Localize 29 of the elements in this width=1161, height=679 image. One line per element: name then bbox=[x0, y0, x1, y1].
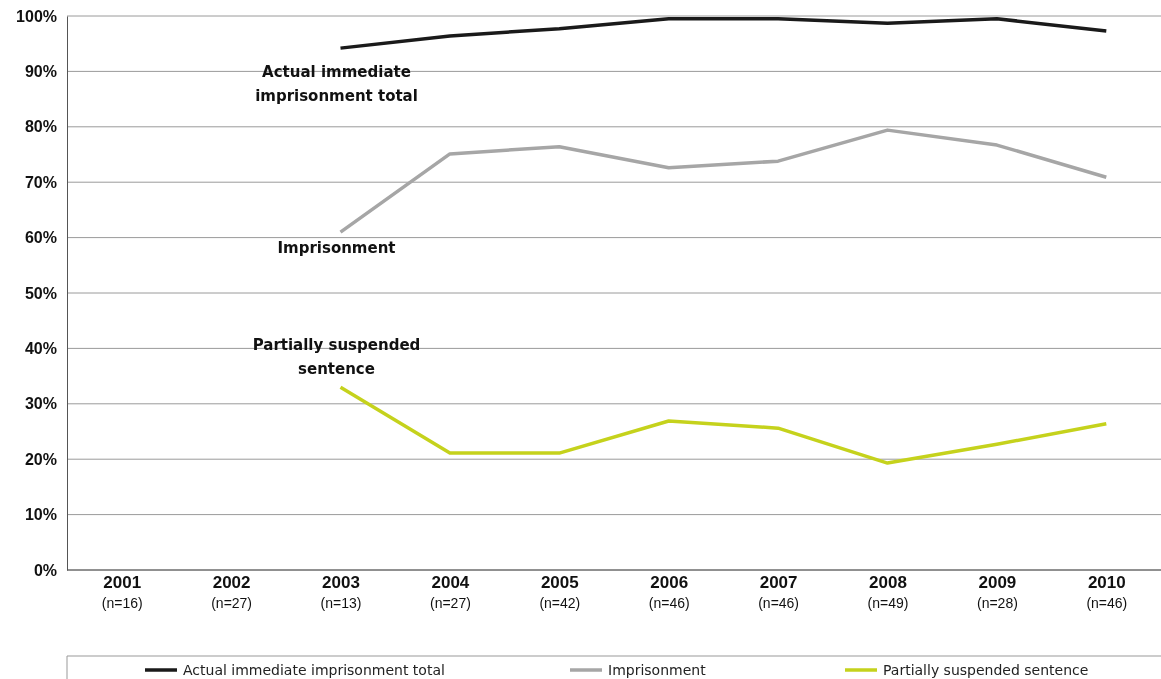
legend-label: Imprisonment bbox=[608, 662, 707, 678]
y-tick-label: 80% bbox=[24, 118, 57, 136]
annotation: Partially suspended sentence bbox=[252, 336, 421, 379]
y-tick-label: 70% bbox=[24, 173, 57, 191]
x-tick-label: 2007 (n=46) bbox=[758, 573, 800, 611]
line-series bbox=[338, 385, 1109, 465]
y-tick-label: 20% bbox=[24, 450, 57, 468]
legend-label: Actual immediate imprisonment total bbox=[183, 662, 445, 678]
x-tick-label: 2008 (n=49) bbox=[867, 573, 909, 611]
x-tick-label: 2003 (n=13) bbox=[320, 573, 362, 611]
x-tick-label: 2004 (n=27) bbox=[429, 573, 471, 611]
y-tick-label: 40% bbox=[24, 340, 57, 358]
y-tick-label: 10% bbox=[24, 506, 57, 524]
x-tick-label: 2009 (n=28) bbox=[976, 573, 1018, 611]
annotation: Actual immediate imprisonment total bbox=[255, 63, 418, 106]
y-tick-label: 0% bbox=[33, 561, 57, 579]
line-series bbox=[338, 17, 1109, 50]
x-tick-label: 2002 (n=27) bbox=[211, 573, 253, 611]
y-tick-label: 30% bbox=[24, 395, 57, 413]
x-tick-label: 2010 (n=46) bbox=[1086, 573, 1128, 611]
legend-label: Partially suspended sentence bbox=[883, 662, 1089, 678]
y-tick-label: 90% bbox=[24, 63, 57, 81]
y-tick-label: 60% bbox=[24, 229, 57, 247]
annotation: Imprisonment bbox=[277, 239, 396, 258]
x-tick-label: 2006 (n=46) bbox=[648, 573, 690, 611]
y-tick-label: 50% bbox=[24, 284, 57, 302]
y-tick-label: 100% bbox=[16, 7, 57, 25]
x-tick-label: 2005 (n=42) bbox=[539, 573, 581, 611]
x-tick-label: 2001 (n=16) bbox=[101, 573, 143, 611]
